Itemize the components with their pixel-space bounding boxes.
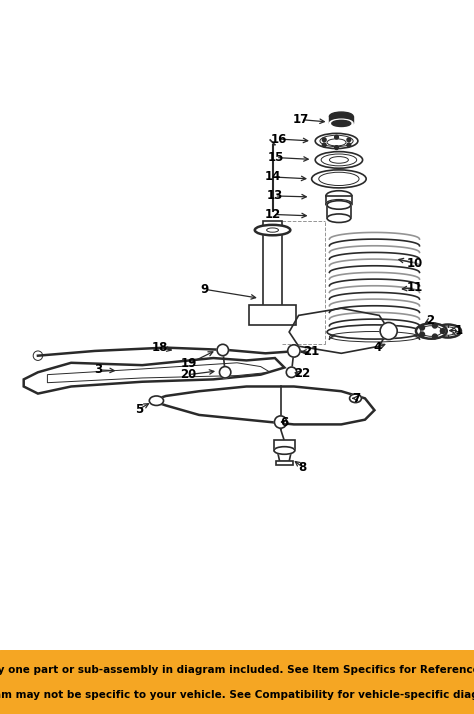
Text: 6: 6 <box>280 416 289 428</box>
Ellipse shape <box>329 119 353 128</box>
Text: 11: 11 <box>407 281 423 294</box>
Ellipse shape <box>327 325 422 339</box>
Circle shape <box>380 323 397 340</box>
Circle shape <box>217 344 228 356</box>
Bar <box>327 205 351 218</box>
Ellipse shape <box>435 325 461 338</box>
Text: 18: 18 <box>152 341 168 354</box>
Circle shape <box>335 135 338 139</box>
Ellipse shape <box>326 191 352 201</box>
Text: 12: 12 <box>265 208 281 221</box>
Ellipse shape <box>149 396 164 406</box>
Text: 15: 15 <box>268 151 284 164</box>
Circle shape <box>274 416 287 428</box>
Text: 20: 20 <box>181 368 197 381</box>
Ellipse shape <box>332 121 351 126</box>
Ellipse shape <box>255 225 290 236</box>
Text: 10: 10 <box>407 257 423 270</box>
Text: Only one part or sub-assembly in diagram included. See Item Specifics for Refere: Only one part or sub-assembly in diagram… <box>0 665 474 675</box>
Text: 4: 4 <box>374 341 382 353</box>
Circle shape <box>288 345 300 357</box>
Circle shape <box>420 332 425 337</box>
Text: 13: 13 <box>266 189 283 203</box>
Text: 3: 3 <box>94 363 102 376</box>
Circle shape <box>347 138 351 141</box>
Bar <box>274 440 295 451</box>
Bar <box>274 440 295 451</box>
Text: 5: 5 <box>135 403 143 416</box>
Ellipse shape <box>349 394 361 403</box>
Text: 14: 14 <box>265 171 281 183</box>
Ellipse shape <box>327 201 351 209</box>
Text: 9: 9 <box>201 283 209 296</box>
Circle shape <box>420 326 425 330</box>
Text: 21: 21 <box>303 346 319 358</box>
Text: 16: 16 <box>271 133 287 146</box>
Ellipse shape <box>315 151 363 169</box>
Circle shape <box>335 146 338 149</box>
Bar <box>326 196 352 204</box>
Circle shape <box>347 143 351 147</box>
Bar <box>326 196 352 204</box>
Text: 8: 8 <box>298 461 307 473</box>
Circle shape <box>219 366 231 378</box>
Circle shape <box>440 328 445 333</box>
Bar <box>263 221 282 306</box>
Text: 22: 22 <box>294 367 310 380</box>
Text: Diagram may not be specific to your vehicle. See Compatibility for vehicle-speci: Diagram may not be specific to your vehi… <box>0 690 474 700</box>
Text: 7: 7 <box>352 392 361 405</box>
Ellipse shape <box>326 200 352 208</box>
Circle shape <box>432 334 437 339</box>
Ellipse shape <box>329 112 353 121</box>
Bar <box>327 205 351 218</box>
Circle shape <box>286 367 297 378</box>
Bar <box>276 461 293 465</box>
Text: 1: 1 <box>455 324 463 337</box>
Bar <box>249 305 296 325</box>
Text: 2: 2 <box>426 313 435 326</box>
Ellipse shape <box>416 323 447 338</box>
Circle shape <box>322 143 326 147</box>
Text: 17: 17 <box>293 113 309 126</box>
Circle shape <box>322 138 326 141</box>
Ellipse shape <box>274 447 295 454</box>
Text: 19: 19 <box>181 357 197 371</box>
Bar <box>329 116 353 124</box>
Bar <box>249 305 296 325</box>
Ellipse shape <box>327 214 351 223</box>
Ellipse shape <box>311 170 366 188</box>
Bar <box>263 221 282 306</box>
Circle shape <box>432 323 437 328</box>
Bar <box>276 461 293 465</box>
